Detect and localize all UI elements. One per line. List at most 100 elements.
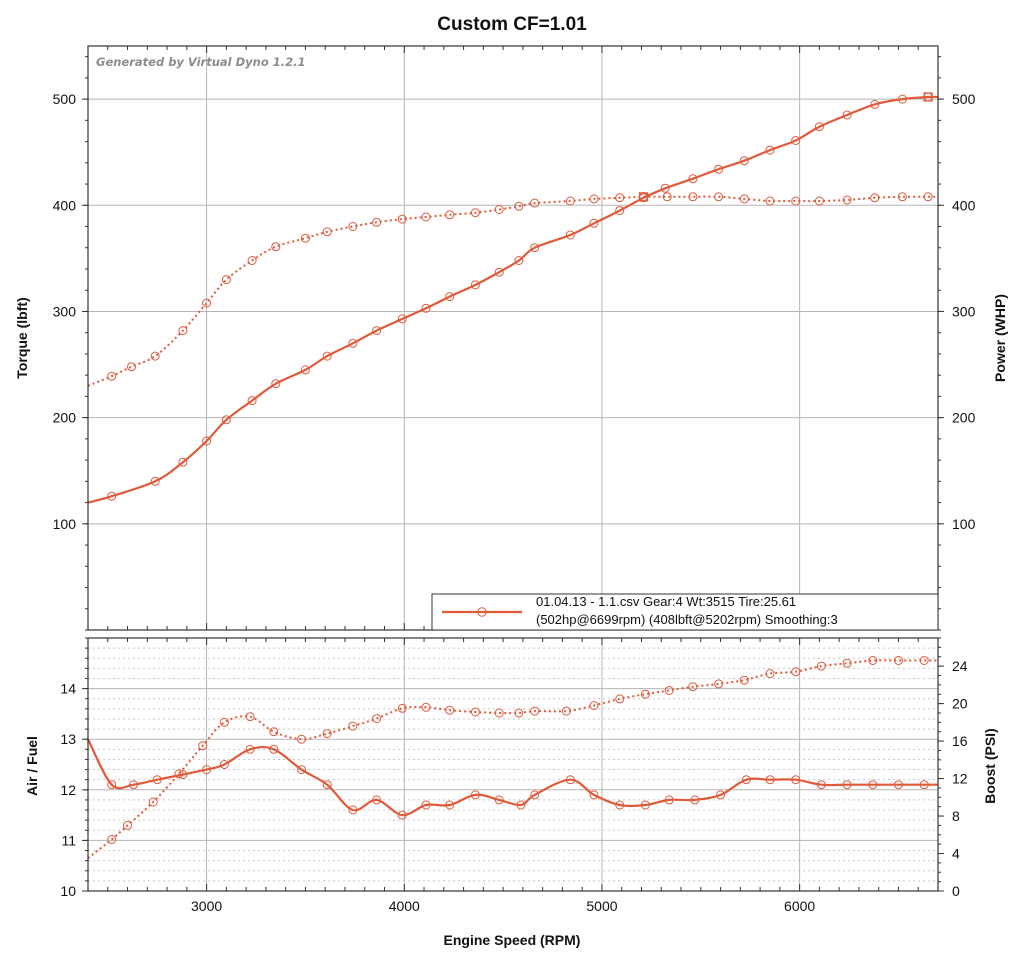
power-whp-point <box>660 183 670 193</box>
air-fuel-point <box>791 775 801 785</box>
boost-psi-point <box>445 705 455 715</box>
bottom-left-axis-label: Air / Fuel <box>24 736 40 796</box>
air-fuel-point <box>494 795 504 805</box>
air-fuel-point <box>615 800 625 810</box>
air-fuel-point <box>530 790 540 800</box>
air-fuel-point <box>421 800 431 810</box>
air-fuel-point <box>348 805 358 815</box>
top-right-tick-label: 100 <box>952 516 976 532</box>
bottom-right-tick-label: 12 <box>952 771 968 787</box>
air-fuel-point <box>565 775 575 785</box>
boost-psi-point <box>664 686 674 695</box>
boost-psi-line <box>87 659 938 859</box>
air-fuel-point <box>842 780 852 790</box>
bottom-gridlines <box>88 638 938 892</box>
bottom-right-tick-label: 8 <box>952 808 960 824</box>
bottom-right-tick-label: 16 <box>952 733 968 749</box>
torque-lbft-point <box>589 194 599 204</box>
power-whp-point <box>870 99 880 109</box>
boost-psi-point <box>868 656 878 665</box>
top-right-tick-label: 500 <box>952 91 976 107</box>
boost-psi-point <box>561 706 571 716</box>
torque-lbft-point <box>221 275 231 285</box>
air-fuel-point <box>868 780 878 790</box>
bottom-right-tick-label: 4 <box>952 846 960 862</box>
boost-psi-point <box>842 658 852 668</box>
air-fuel-point <box>816 780 826 790</box>
power-whp-point <box>814 122 824 132</box>
torque-lbft-point <box>870 193 880 203</box>
bottom-left-tick-label: 13 <box>60 731 76 747</box>
power-whp-point <box>589 218 599 228</box>
torque-lbft-point <box>470 208 480 218</box>
power-whp-point <box>421 303 431 313</box>
bottom-right-tick-label: 20 <box>952 696 968 712</box>
air-fuel-point <box>322 780 332 790</box>
torque-lbft-point <box>247 256 257 265</box>
boost-psi-point <box>245 712 255 722</box>
top-left-tick-label: 400 <box>53 197 77 213</box>
bottom-left-tick-label: 14 <box>60 681 76 697</box>
x-tick-label: 5000 <box>586 898 617 914</box>
x-tick-label: 4000 <box>389 898 420 914</box>
air-fuel-line <box>87 738 938 817</box>
torque-lbft-point <box>923 192 933 202</box>
boost-psi-point <box>919 656 929 665</box>
power-whp-point <box>765 145 775 155</box>
torque-lbft-point <box>714 192 724 202</box>
torque-lbft-point <box>791 196 801 206</box>
power-whp-point <box>842 110 852 120</box>
bottom-left-tick-label: 11 <box>61 832 76 848</box>
torque-lbft-point <box>372 217 382 227</box>
torque-lbft-point <box>300 233 310 243</box>
torque-lbft-point <box>150 351 160 361</box>
boost-psi-point <box>297 734 306 744</box>
boost-psi-point <box>688 682 698 692</box>
power-whp-point <box>514 256 524 265</box>
bottom-left-tick-label: 10 <box>60 883 76 899</box>
x-tick-label: 6000 <box>784 898 815 914</box>
boost-psi-point <box>765 669 775 679</box>
torque-lbft-point <box>688 192 698 202</box>
power-whp-point <box>372 326 382 336</box>
air-fuel-point <box>765 775 775 785</box>
boost-psi-point <box>714 679 724 689</box>
air-fuel-point <box>297 765 306 775</box>
power-whp-point <box>530 243 540 253</box>
air-fuel-point <box>245 744 255 754</box>
torque-lbft-point <box>662 192 672 202</box>
torque-power-panel: Generated by Virtual Dyno 1.2.1 100 200 30… <box>14 45 1008 631</box>
torque-lbft-point <box>271 242 281 252</box>
x-axis-label: Engine Speed (RPM) <box>444 932 581 948</box>
air-fuel-point <box>152 775 162 785</box>
power-whp-point <box>107 491 117 501</box>
bottom-left-tick-label: 12 <box>60 782 76 798</box>
air-fuel-point <box>107 780 117 790</box>
bottom-right-axis-label: Boost (PSI) <box>982 728 998 803</box>
boost-psi-point <box>372 714 382 724</box>
boost-psi-point <box>739 675 749 685</box>
power-whp-line <box>87 95 939 504</box>
power-whp-point <box>565 230 575 240</box>
power-whp-point <box>221 415 231 425</box>
top-right-tick-label: 200 <box>952 410 976 426</box>
power-whp-point <box>300 365 310 375</box>
air-fuel-point <box>516 800 526 810</box>
boost-psi-point <box>494 708 504 718</box>
air-fuel-point <box>716 790 726 800</box>
air-fuel-point <box>741 775 751 785</box>
boost-psi-point <box>589 701 599 710</box>
torque-lbft-point <box>178 326 188 336</box>
power-whp-point <box>739 156 749 166</box>
air-fuel-point <box>445 800 455 810</box>
air-fuel-point <box>589 790 599 800</box>
top-left-axis-label: Torque (lbft) <box>14 297 30 378</box>
boost-psi-point <box>615 694 625 704</box>
air-fuel-point <box>178 770 188 780</box>
air-fuel-point <box>894 780 903 790</box>
boost-psi-point <box>421 702 431 712</box>
torque-lbft-point <box>814 196 824 206</box>
top-left-tick-label: 500 <box>53 91 77 107</box>
torque-lbft-point <box>127 362 136 372</box>
power-whp-point <box>897 94 907 104</box>
